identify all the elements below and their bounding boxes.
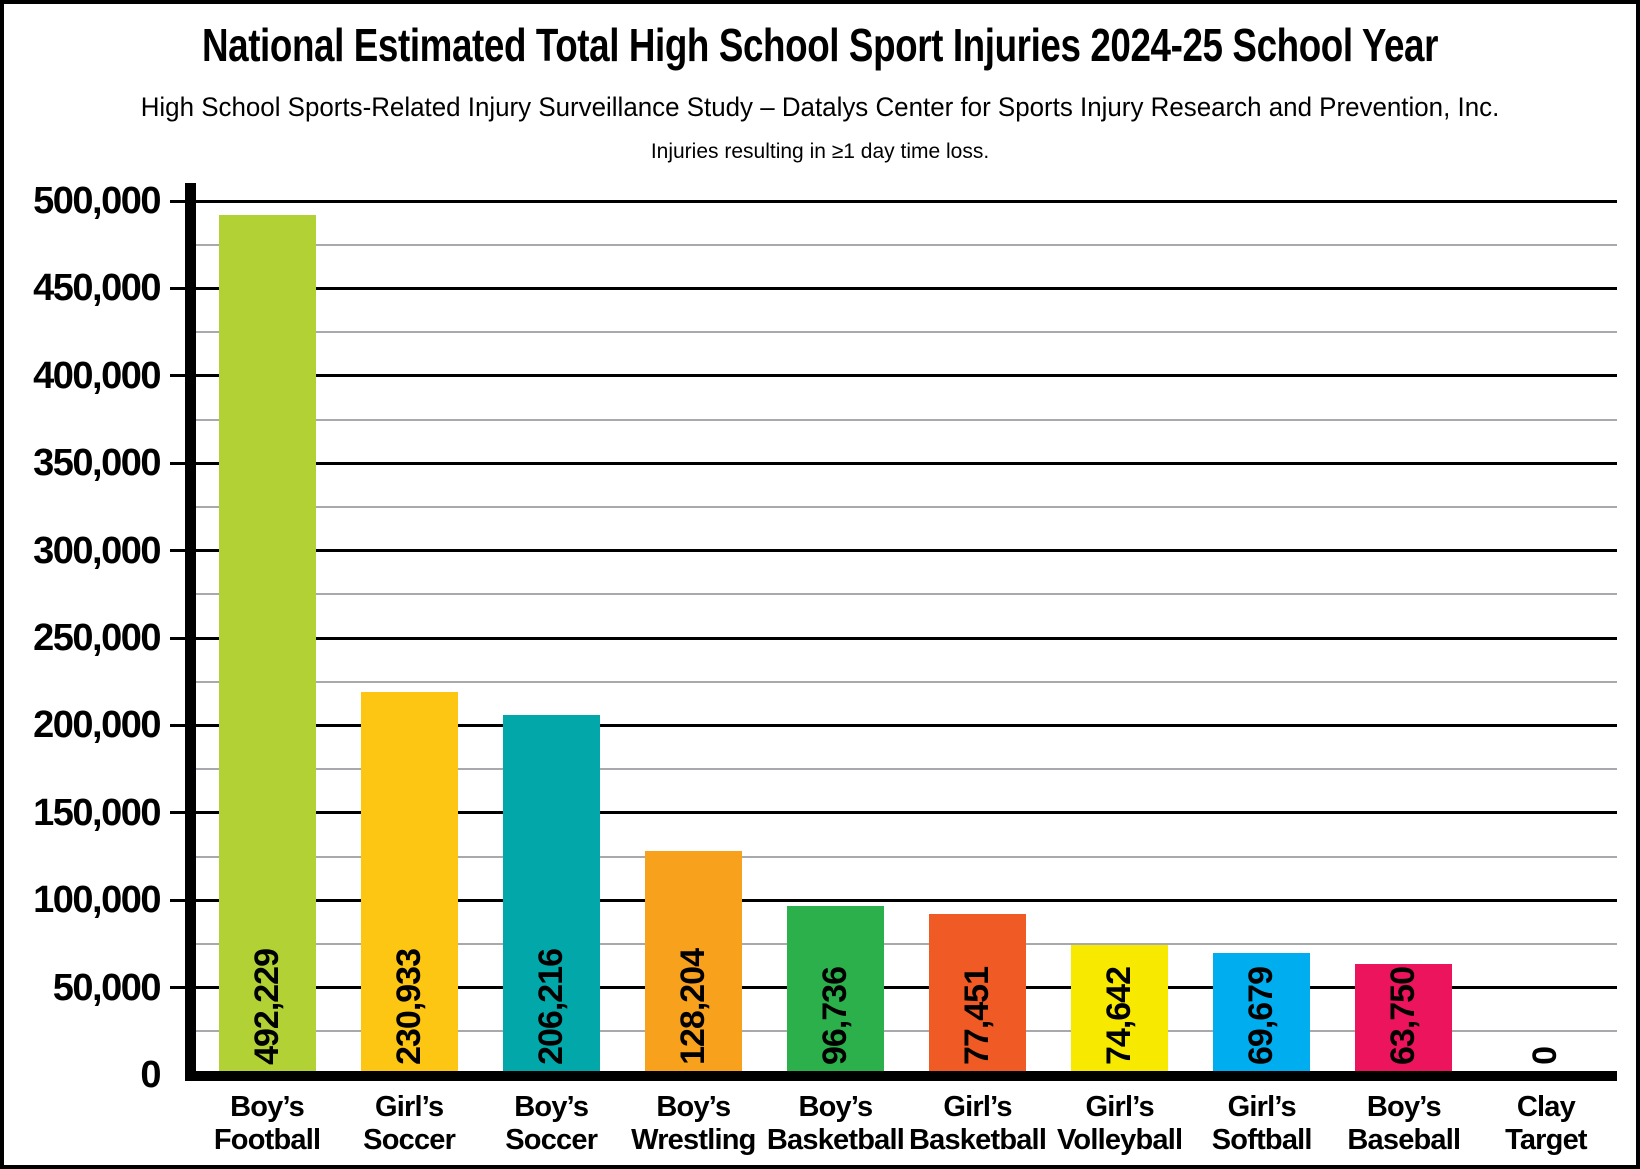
- category-label-clay-target: Clay Target: [1475, 1091, 1617, 1157]
- y-axis-tick-label: 0: [140, 1054, 161, 1096]
- bar-girls-volleyball: 74,642: [1071, 944, 1169, 1075]
- category-label-girls-volleyball: Girl’s Volleyball: [1049, 1091, 1191, 1157]
- gridline-major: [170, 723, 1617, 727]
- y-axis-line: [185, 183, 196, 1081]
- category-label-line: Clay: [1516, 1091, 1576, 1123]
- category-label-line: Boy’s: [798, 1091, 873, 1123]
- bar-value-label: 74,642: [1100, 967, 1139, 1065]
- chart-subtitle: High School Sports-Related Injury Survei…: [140, 92, 1500, 122]
- y-axis-tick-label: 200,000: [33, 704, 161, 747]
- plot-area: 492,229 230,933 206,216 128,204 96,736 77,451…: [170, 199, 1617, 1075]
- y-axis-tick-label: 250,000: [33, 617, 161, 659]
- gridline-minor: [196, 680, 1617, 683]
- category-label-line: Basketball: [909, 1124, 1047, 1156]
- gridline-major: [170, 636, 1617, 640]
- category-label-boys-football: Boy’s Football: [196, 1091, 338, 1157]
- category-label-girls-softball: Girl’s Softball: [1191, 1091, 1333, 1157]
- category-label-line: Girl’s: [943, 1091, 1012, 1123]
- bar-girls-soccer: 230,933: [360, 692, 458, 1075]
- gridline-minor: [196, 593, 1617, 596]
- category-label-line: Boy’s: [1366, 1091, 1442, 1123]
- category-label-line: Football: [213, 1124, 321, 1156]
- gridline-minor: [196, 768, 1617, 771]
- y-axis-tick-label: 400,000: [33, 354, 161, 397]
- bar-value-label: 63,750: [1384, 967, 1423, 1065]
- gridline-minor: [196, 942, 1617, 945]
- bar-boys-soccer: 206,216: [502, 714, 600, 1075]
- gridline-major: [170, 549, 1617, 553]
- gridline-minor: [196, 855, 1617, 858]
- category-label-line: Baseball: [1347, 1124, 1461, 1156]
- category-label-boys-baseball: Boy’s Baseball: [1333, 1091, 1475, 1157]
- y-axis-tick-label: 350,000: [33, 442, 161, 485]
- y-axis-tick-label: 300,000: [33, 529, 161, 572]
- category-label-line: Boy’s: [656, 1091, 731, 1123]
- bar-value-label: 69,679: [1242, 967, 1281, 1065]
- category-label-girls-soccer: Girl’s Soccer: [338, 1091, 480, 1157]
- gridline-minor: [196, 505, 1617, 508]
- bar-value-label: 77,451: [958, 967, 997, 1065]
- category-label-girls-basketball: Girl’s Basketball: [907, 1091, 1049, 1157]
- gridline-minor: [196, 418, 1617, 421]
- gridline-major: [170, 286, 1617, 290]
- y-axis-tick-label: 50,000: [52, 966, 162, 1009]
- gridline-major: [170, 199, 1617, 203]
- category-label-line: Softball: [1211, 1124, 1313, 1156]
- category-label-line: Soccer: [363, 1124, 456, 1156]
- bar-value-label: 0: [1526, 1047, 1565, 1065]
- bar-value-label: 206,216: [531, 949, 570, 1065]
- bar-value-label: 128,204: [673, 949, 712, 1065]
- gridline-minor: [196, 331, 1617, 334]
- category-label-line: Wrestling: [631, 1124, 756, 1156]
- category-label-line: Target: [1505, 1124, 1587, 1156]
- category-label-line: Girl’s: [1085, 1091, 1155, 1123]
- category-label-line: Volleyball: [1057, 1124, 1183, 1156]
- bar-boys-baseball: 63,750: [1355, 963, 1453, 1075]
- category-label-line: Boy’s: [514, 1091, 589, 1123]
- category-label-boys-wrestling: Boy’s Wrestling: [622, 1091, 764, 1157]
- bar-boys-basketball: 96,736: [786, 905, 884, 1075]
- category-label-line: Girl’s: [375, 1091, 444, 1123]
- bar-girls-softball: 69,679: [1213, 953, 1311, 1075]
- chart-title: National Estimated Total High School Spo…: [201, 19, 1439, 71]
- y-axis-tick-label: 500,000: [33, 180, 161, 222]
- gridline-major: [170, 986, 1617, 990]
- bar-boys-football: 492,229: [218, 214, 316, 1075]
- gridline-major: [170, 898, 1617, 902]
- bar-boys-wrestling: 128,204: [644, 850, 742, 1075]
- chart-note: Injuries resulting in ≥1 day time loss.: [650, 140, 990, 163]
- category-label-line: Soccer: [505, 1124, 598, 1156]
- gridline-minor: [196, 1030, 1617, 1033]
- category-label-line: Basketball: [766, 1124, 905, 1156]
- bar-value-label: 230,933: [389, 949, 428, 1065]
- gridline-major: [170, 374, 1617, 378]
- category-label-boys-soccer: Boy’s Soccer: [480, 1091, 622, 1157]
- bar-value-label: 492,229: [247, 949, 286, 1065]
- gridline-major: [170, 811, 1617, 815]
- gridline-major: [170, 461, 1617, 465]
- y-axis-tick-label: 450,000: [33, 267, 161, 310]
- y-axis-labels: 0 50,000 100,000 150,000 200,000 250,000 300,0…: [4, 4, 162, 1165]
- y-axis-tick-label: 100,000: [33, 879, 161, 922]
- bar-girls-basketball: 77,451: [929, 914, 1027, 1075]
- y-axis-tick-label: 150,000: [33, 791, 161, 834]
- bar-value-label: 96,736: [815, 967, 854, 1065]
- x-axis-line: [185, 1071, 1617, 1081]
- gridline-minor: [196, 243, 1617, 246]
- category-label-line: Boy’s: [230, 1091, 305, 1123]
- category-label-boys-basketball: Boy’s Basketball: [764, 1091, 906, 1157]
- category-label-line: Girl’s: [1227, 1091, 1297, 1123]
